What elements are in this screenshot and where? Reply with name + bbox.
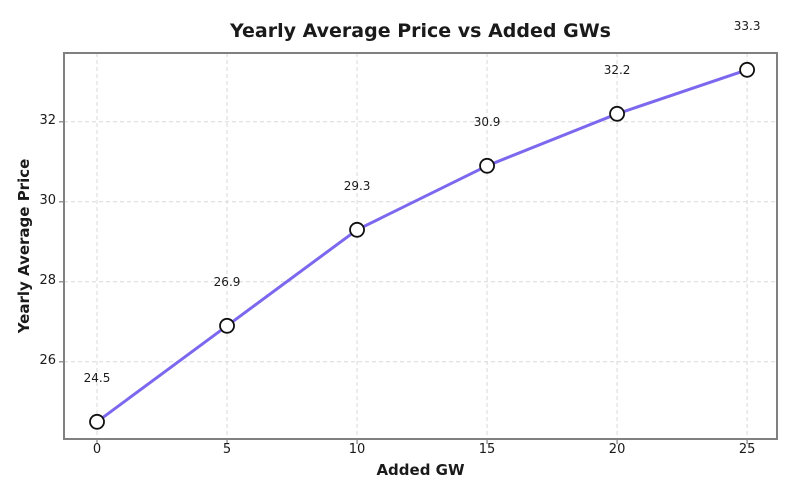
x-tick-label: 5: [222, 442, 232, 457]
x-tick-label: 25: [738, 442, 756, 457]
x-tick-label: 15: [478, 442, 496, 457]
point-annotation: 30.9: [473, 114, 501, 129]
point-annotation: 24.5: [83, 370, 111, 385]
y-tick-label: 30: [39, 192, 56, 208]
data-point-marker: [479, 157, 495, 174]
x-axis-label: Added GW: [376, 461, 465, 479]
data-point-marker: [89, 413, 105, 430]
point-annotation: 26.9: [213, 274, 241, 289]
y-tick-label: 28: [39, 272, 56, 288]
point-annotation: 33.3: [733, 18, 761, 33]
data-point-marker: [739, 61, 755, 78]
x-tick-label: 20: [608, 442, 626, 457]
point-annotation: 32.2: [603, 62, 631, 77]
x-tick-label: 0: [92, 442, 102, 457]
data-line: [95, 68, 749, 424]
data-point-marker: [609, 105, 625, 122]
point-annotation: 29.3: [343, 178, 371, 193]
plot-border: [63, 52, 778, 440]
y-tick-label: 32: [39, 112, 56, 128]
y-tick-label: 26: [39, 352, 56, 368]
data-point-marker: [349, 221, 365, 238]
y-axis-label: Yearly Average Price: [15, 158, 33, 334]
x-tick-label: 10: [348, 442, 366, 457]
data-point-marker: [219, 317, 235, 334]
chart-title: Yearly Average Price vs Added GWs: [230, 20, 611, 42]
